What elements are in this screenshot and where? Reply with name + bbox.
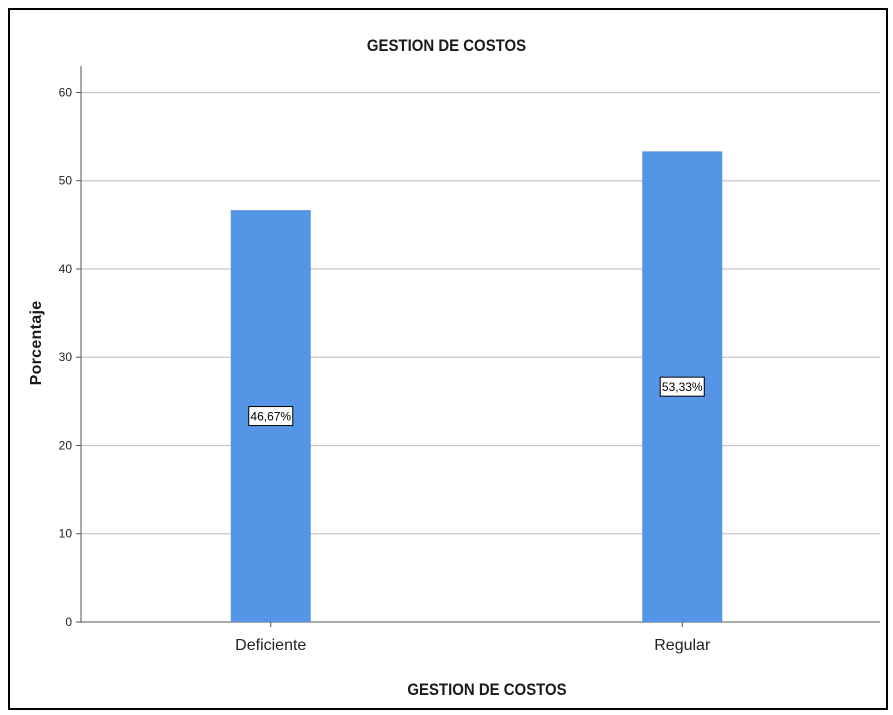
data-label-box-regular [659, 376, 705, 397]
y-tick-label-60: 60 [59, 85, 73, 99]
x-axis-label: GESTION DE COSTOS [407, 680, 567, 699]
y-tick-label-40: 40 [59, 262, 73, 276]
x-tick-label-deficiente: Deficiente [235, 637, 306, 654]
y-tick-label-0: 0 [65, 615, 72, 629]
bars [230, 151, 723, 623]
data-label-regular: 53,33% [662, 380, 703, 394]
y-tick-label-50: 50 [59, 174, 73, 188]
data-label-deficiente: 46,67% [250, 410, 291, 424]
axes [76, 66, 880, 627]
y-tick-label-30: 30 [59, 350, 73, 364]
chart-frame [8, 8, 888, 710]
tick-labels: 0 10 20 30 40 50 60 Deficiente Regular [59, 85, 711, 654]
x-tick-label-regular: Regular [654, 637, 711, 654]
y-axis-label: Porcentaje [28, 300, 45, 386]
data-label-box-deficiente [248, 406, 294, 427]
chart-title: GESTION DE COSTOS [366, 36, 527, 55]
data-labels: 46,67% 53,33% [248, 376, 705, 427]
y-tick-label-20: 20 [59, 438, 73, 452]
y-tick-label-10: 10 [59, 527, 73, 541]
gridlines [81, 91, 880, 535]
